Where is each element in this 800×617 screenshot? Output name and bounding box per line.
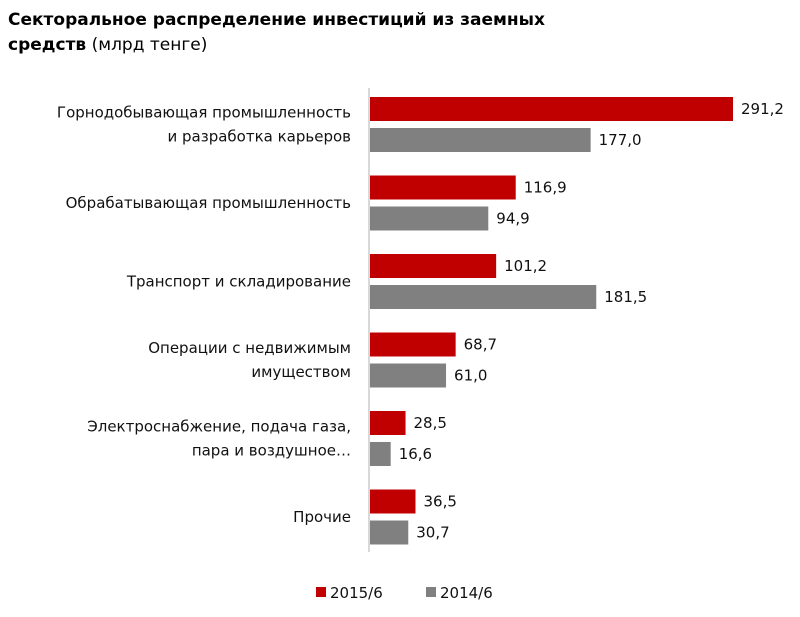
bar-2015-6 (370, 411, 406, 435)
data-label: 30,7 (416, 524, 449, 542)
category-label: имуществом (251, 363, 351, 381)
bar-2015-6 (370, 175, 516, 200)
data-label: 28,5 (414, 414, 447, 432)
data-label: 61,0 (454, 367, 487, 385)
category-label: Операции с недвижимым (148, 339, 351, 357)
category-label: пара и воздушное… (192, 442, 351, 460)
data-label: 36,5 (423, 493, 456, 511)
category-label: Прочие (293, 508, 351, 526)
chart-title-text: Секторальное распределение инвестиций из… (8, 10, 545, 55)
legend-swatch (316, 587, 326, 597)
bar-2014-6 (370, 206, 489, 231)
bar-2014-6 (370, 363, 447, 388)
data-label: 116,9 (524, 179, 567, 197)
data-label: 177,0 (599, 131, 642, 149)
data-label: 181,5 (604, 288, 647, 306)
data-label: 101,2 (504, 257, 547, 275)
bar-2015-6 (370, 97, 733, 121)
chart-title: Секторальное распределение инвестиций из… (8, 8, 608, 58)
bar-2014-6 (370, 442, 391, 466)
legend-swatch (426, 587, 436, 597)
category-label: Транспорт и складирование (126, 273, 351, 291)
bar-2014-6 (370, 520, 409, 545)
category-label: Электроснабжение, подача газа, (87, 418, 351, 436)
category-label: и разработка карьеров (168, 128, 352, 146)
data-label: 291,2 (741, 100, 784, 118)
bar-2014-6 (370, 128, 591, 152)
legend-label: 2014/6 (440, 584, 493, 602)
data-label: 68,7 (464, 336, 497, 354)
bar-2015-6 (370, 254, 497, 278)
category-label: Обрабатывающая промышленность (66, 194, 351, 212)
data-label: 16,6 (399, 445, 432, 463)
category-label: Горнодобывающая промышленность (57, 104, 351, 122)
legend-label: 2015/6 (330, 584, 383, 602)
bar-2015-6 (370, 332, 456, 357)
data-label: 94,9 (496, 210, 529, 228)
bar-2015-6 (370, 489, 416, 514)
bar-2014-6 (370, 285, 597, 309)
chart-unit-label: (млрд тенге) (91, 35, 208, 55)
